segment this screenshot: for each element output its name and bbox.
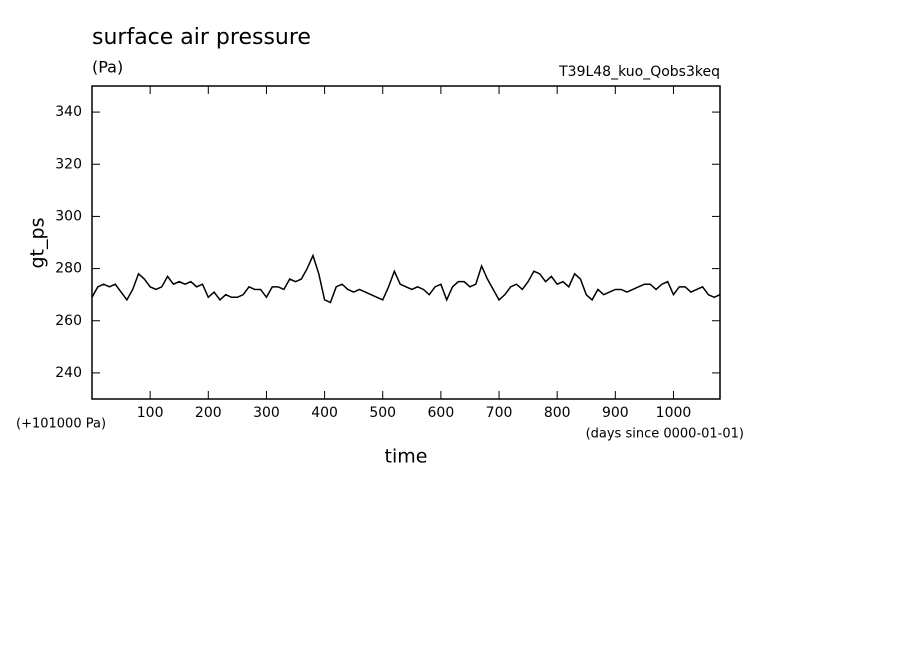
x-tick-label: 500 xyxy=(369,405,396,421)
x-tick-label: 300 xyxy=(253,405,280,421)
y-tick-label: 260 xyxy=(55,313,82,329)
data-line xyxy=(91,253,721,304)
y-offset-label: (+101000 Pa) xyxy=(16,417,106,432)
x-tick-label: 700 xyxy=(486,405,513,421)
y-axis-label: gt_ps xyxy=(27,218,49,269)
y-tick-label: 340 xyxy=(55,104,82,120)
x-tick-label: 800 xyxy=(544,405,571,421)
y-tick-label: 280 xyxy=(55,261,82,277)
x-tick-label: 100 xyxy=(137,405,164,421)
run-name: T39L48_kuo_Qobs3keq xyxy=(558,64,720,80)
plot-frame xyxy=(91,85,721,400)
units-label: (Pa) xyxy=(92,58,123,77)
x-tick-label: 200 xyxy=(195,405,222,421)
x-axis-label: time xyxy=(385,446,428,468)
x-unit-label: (days since 0000-01-01) xyxy=(586,427,744,442)
x-tick-label: 900 xyxy=(602,405,629,421)
y-tick-label: 240 xyxy=(55,365,82,381)
y-tick-label: 320 xyxy=(55,156,82,172)
x-tick-label: 400 xyxy=(311,405,338,421)
x-tick-label: 1000 xyxy=(656,405,692,421)
chart-title: surface air pressure xyxy=(92,25,311,50)
y-tick-label: 300 xyxy=(55,208,82,224)
x-tick-label: 600 xyxy=(428,405,455,421)
